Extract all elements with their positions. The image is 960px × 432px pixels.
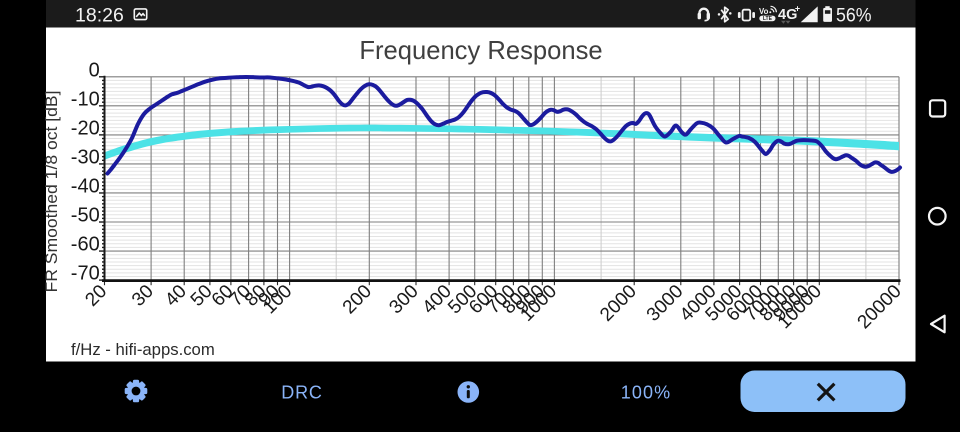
svg-text:4G: 4G (778, 7, 797, 23)
svg-text:f/Hz - hifi-apps.com: f/Hz - hifi-apps.com (71, 340, 215, 359)
svg-text:0: 0 (89, 59, 100, 81)
svg-text:LTE: LTE (763, 16, 773, 22)
svg-text:+: + (795, 4, 800, 14)
svg-text:-30: -30 (71, 146, 100, 168)
svg-text:-50: -50 (71, 205, 100, 227)
svg-text:-70: -70 (71, 263, 100, 285)
svg-text:56%: 56% (836, 5, 872, 27)
svg-text:DRC: DRC (281, 383, 322, 403)
svg-text:100%: 100% (621, 383, 671, 403)
svg-text:Frequency Response: Frequency Response (359, 37, 602, 65)
svg-text:Vo: Vo (759, 7, 769, 16)
svg-text:FR Smoothed 1/8 oct [dB]: FR Smoothed 1/8 oct [dB] (43, 90, 61, 292)
svg-text:18:26: 18:26 (75, 5, 124, 27)
svg-text:-10: -10 (71, 88, 100, 110)
svg-text:-20: -20 (71, 117, 100, 139)
svg-text:-40: -40 (71, 176, 100, 198)
svg-text:-60: -60 (71, 234, 100, 256)
